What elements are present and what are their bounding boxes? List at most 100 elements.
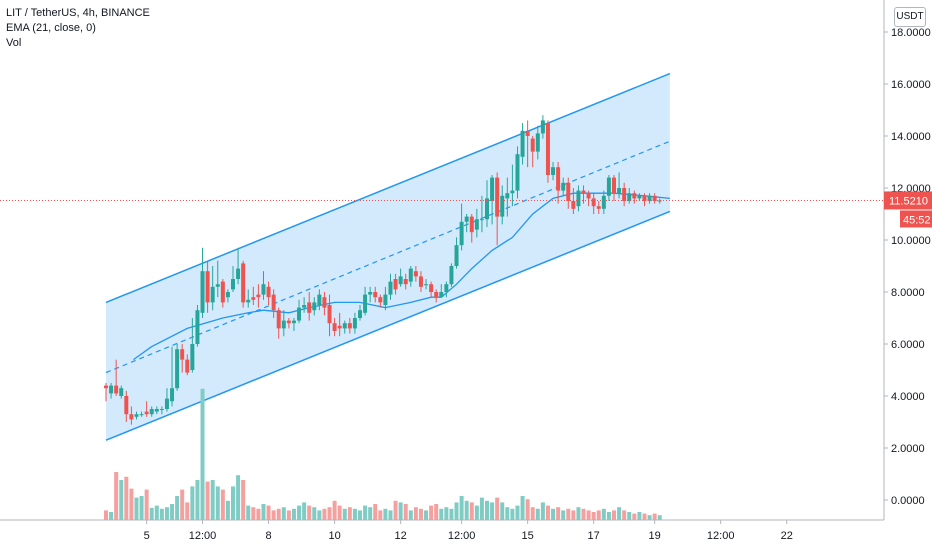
volume-bar [261, 504, 266, 520]
candle-body [627, 193, 632, 201]
volume-bar [332, 500, 337, 520]
volume-bar [200, 388, 205, 520]
candle-body [449, 266, 454, 285]
volume-indicator-label[interactable]: Vol [6, 37, 22, 49]
volume-bar [535, 508, 540, 520]
candle-body [617, 188, 622, 194]
candle-body [561, 182, 566, 191]
volume-bar [190, 486, 195, 520]
volume-bar [393, 500, 398, 520]
candle-body [429, 284, 434, 292]
volume-bar [424, 510, 429, 520]
candle-body [154, 409, 159, 412]
candle-body [205, 271, 210, 303]
volume-bar [291, 508, 296, 520]
volume-bar [444, 507, 449, 520]
volume-bar [408, 510, 413, 520]
candle-body [413, 271, 418, 277]
candle-body [261, 284, 266, 295]
candle-body [556, 167, 561, 191]
candle-body [134, 414, 139, 417]
ema-indicator-label[interactable]: EMA (21, close, 0) [6, 22, 96, 34]
candle-body [632, 193, 637, 199]
volume-bar [647, 515, 652, 520]
candle-body [276, 310, 281, 329]
candle-body [424, 284, 429, 286]
volume-bar [566, 508, 571, 520]
volume-bar [388, 510, 393, 520]
candle-body [388, 281, 393, 295]
volume-bar [327, 507, 332, 520]
volume-bar [520, 496, 525, 520]
volume-bar [591, 512, 596, 520]
candle-body [601, 195, 606, 209]
volume-bar [185, 502, 190, 520]
candle-body [647, 195, 652, 201]
time-tick-label: 12 [395, 530, 407, 542]
countdown-tag [900, 210, 932, 228]
volume-bar [642, 513, 647, 520]
price-tick-label: 4.0000 [891, 391, 925, 403]
volume-bar [622, 510, 627, 520]
candle-body [454, 245, 459, 266]
volume-bar [358, 510, 362, 520]
volume-bar [139, 496, 144, 520]
volume-bar [225, 500, 230, 520]
candle-body [190, 344, 195, 370]
price-tick-label: 6.0000 [891, 339, 925, 351]
volume-bar [459, 496, 464, 520]
candle-body [271, 294, 276, 311]
candle-body [337, 325, 342, 329]
channel-lower-line [105, 210, 671, 441]
volume-bar [617, 507, 622, 520]
candle-body [383, 294, 388, 305]
last-price-tag [884, 191, 932, 210]
volume-bar [144, 489, 149, 520]
candle-body [347, 323, 352, 329]
volume-bar [490, 502, 495, 520]
candle-body [606, 177, 611, 196]
volume-bar [637, 512, 642, 520]
candle-body [352, 318, 357, 329]
time-tick-label: 19 [649, 530, 661, 542]
volume-bar [164, 507, 169, 520]
symbol-title[interactable]: LIT / TetherUS, 4h, BINANCE [6, 7, 150, 19]
volume-bar [368, 507, 373, 520]
volume-bar [286, 510, 291, 520]
volume-bar [657, 515, 662, 520]
candle-body [124, 396, 129, 415]
candlesticks [104, 115, 662, 425]
candle-body [581, 190, 586, 194]
currency-label[interactable]: USDT [894, 7, 926, 27]
candle-body [469, 216, 474, 233]
time-tick-label: 17 [588, 530, 600, 542]
candle-body [236, 268, 241, 279]
candle-body [332, 323, 337, 331]
candle-body [612, 177, 616, 194]
candle-body [530, 138, 535, 152]
volume-bar [606, 512, 611, 520]
candle-body [327, 305, 332, 324]
volume-bar [251, 507, 256, 520]
volume-bar [246, 505, 251, 520]
volume-bar [236, 475, 241, 520]
volume-bar [403, 504, 408, 520]
candle-body [164, 398, 169, 409]
volume-bar [474, 505, 479, 520]
candle-body [170, 388, 175, 402]
candle-body [586, 193, 591, 199]
volume-bar [175, 496, 180, 520]
volume-bar [449, 508, 454, 520]
candle-body [525, 130, 530, 136]
candle-body [535, 133, 540, 152]
volume-bar [215, 486, 220, 520]
candle-body [266, 286, 271, 298]
volume-bar [601, 508, 606, 520]
volume-bar [231, 486, 235, 520]
volume-bar [124, 476, 129, 520]
candle-body [373, 292, 378, 298]
volume-bar [307, 505, 312, 520]
volume-bar [418, 508, 423, 520]
candle-body [251, 297, 256, 300]
